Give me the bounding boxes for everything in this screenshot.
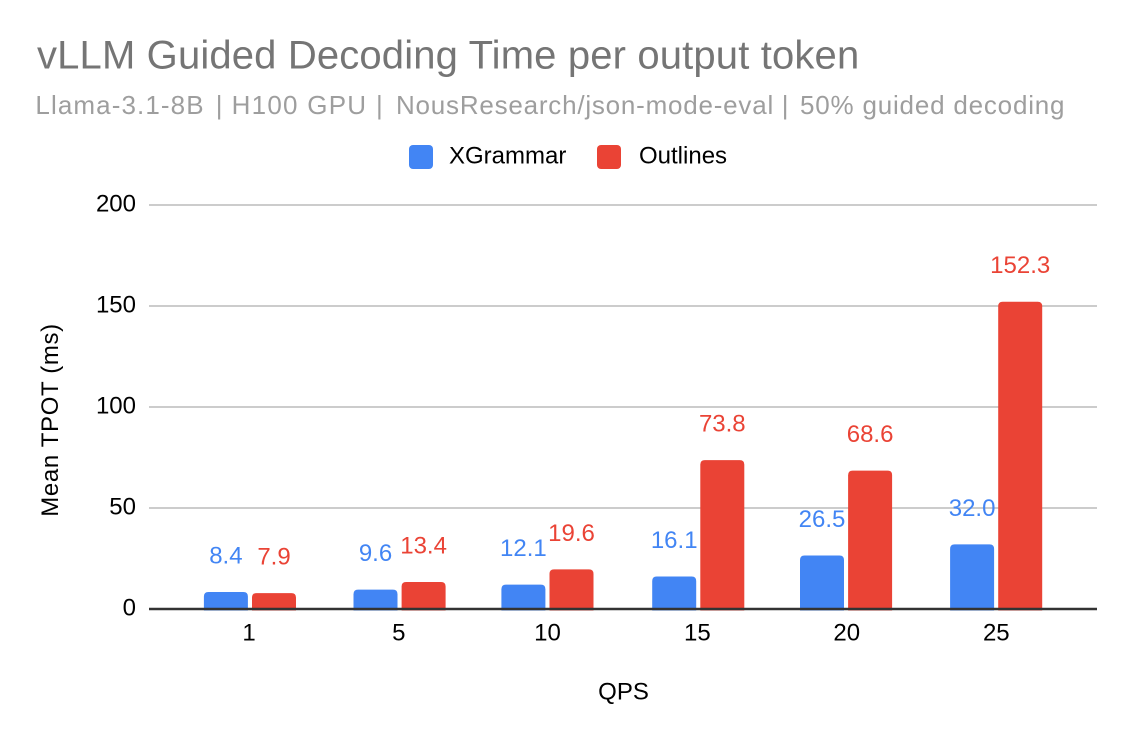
svg-text:7.9: 7.9 [257,544,290,571]
svg-text:26.5: 26.5 [799,506,846,533]
svg-text:13.4: 13.4 [400,533,447,560]
svg-text:XGrammar: XGrammar [449,143,566,170]
svg-text:50: 50 [109,493,136,520]
svg-text:0: 0 [123,594,136,621]
svg-text:Llama-3.1-8B: Llama-3.1-8B [35,90,204,120]
svg-text:73.8: 73.8 [699,411,746,438]
svg-text:25: 25 [983,619,1010,646]
svg-text:QPS: QPS [598,678,649,705]
svg-text:9.6: 9.6 [359,540,392,567]
svg-text:1: 1 [242,619,255,646]
svg-text:16.1: 16.1 [651,527,698,554]
svg-text:50% guided decoding: 50% guided decoding [800,90,1065,120]
svg-text:|: | [376,90,383,120]
svg-text:8.4: 8.4 [209,543,242,570]
svg-text:152.3: 152.3 [990,252,1050,279]
svg-text:32.0: 32.0 [949,495,996,522]
svg-text:10: 10 [534,619,561,646]
svg-text:Mean TPOT (ms): Mean TPOT (ms) [37,323,64,517]
svg-text:vLLM Guided Decoding Time per: vLLM Guided Decoding Time per output tok… [37,34,859,78]
svg-text:68.6: 68.6 [847,421,894,448]
svg-text:|: | [216,90,223,120]
svg-text:5: 5 [392,619,405,646]
svg-text:Outlines: Outlines [639,143,727,170]
svg-text:H100 GPU: H100 GPU [232,90,368,120]
svg-text:12.1: 12.1 [500,535,547,562]
svg-text:|: | [782,90,789,120]
svg-text:15: 15 [684,619,711,646]
svg-text:100: 100 [96,392,136,419]
svg-text:150: 150 [96,291,136,318]
svg-text:20: 20 [833,619,860,646]
svg-text:19.6: 19.6 [548,520,595,547]
svg-text:200: 200 [96,190,136,217]
svg-text:NousResearch/json-mode-eval: NousResearch/json-mode-eval [396,90,774,120]
